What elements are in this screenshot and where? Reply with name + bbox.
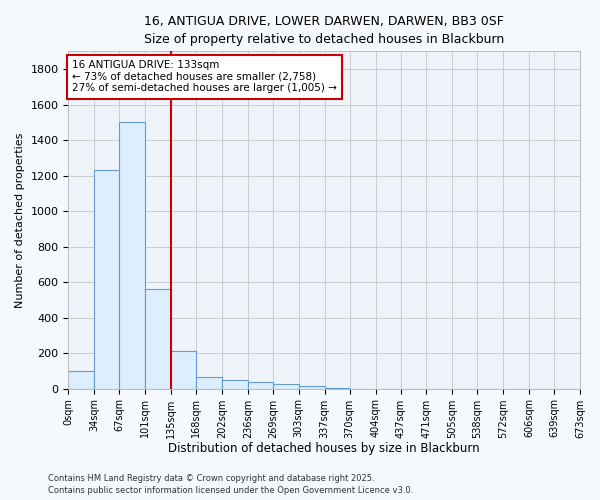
X-axis label: Distribution of detached houses by size in Blackburn: Distribution of detached houses by size … [169,442,480,455]
Bar [94,170,119,388]
Bar [248,382,273,388]
Bar [196,376,222,388]
Y-axis label: Number of detached properties: Number of detached properties [15,132,25,308]
Bar [68,372,94,388]
Bar [171,352,196,389]
Bar [273,384,299,388]
Bar [222,380,248,388]
Text: 16 ANTIGUA DRIVE: 133sqm
← 73% of detached houses are smaller (2,758)
27% of sem: 16 ANTIGUA DRIVE: 133sqm ← 73% of detach… [72,60,337,94]
Text: Contains HM Land Registry data © Crown copyright and database right 2025.
Contai: Contains HM Land Registry data © Crown c… [48,474,413,495]
Bar [145,289,171,388]
Bar [299,386,325,388]
Bar [119,122,145,388]
Title: 16, ANTIGUA DRIVE, LOWER DARWEN, DARWEN, BB3 0SF
Size of property relative to de: 16, ANTIGUA DRIVE, LOWER DARWEN, DARWEN,… [144,15,505,46]
